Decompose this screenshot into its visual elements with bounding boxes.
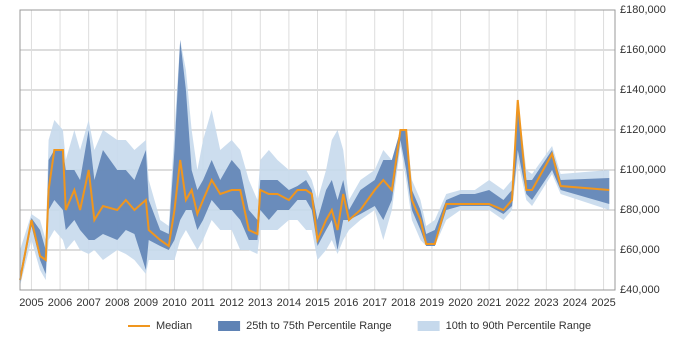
x-tick-label: 2010 xyxy=(162,297,186,309)
x-tick-label: 2025 xyxy=(591,297,615,309)
x-tick-label: 2016 xyxy=(334,297,358,309)
y-tick-label: £40,000 xyxy=(620,284,660,296)
x-tick-label: 2017 xyxy=(362,297,386,309)
x-tick-label: 2018 xyxy=(391,297,415,309)
y-tick-label: £100,000 xyxy=(620,164,666,176)
y-tick-label: £80,000 xyxy=(620,204,660,216)
x-tick-label: 2013 xyxy=(248,297,272,309)
legend-label: 10th to 90th Percentile Range xyxy=(446,320,592,332)
x-tick-label: 2019 xyxy=(420,297,444,309)
x-tick-label: 2006 xyxy=(48,297,72,309)
x-tick-label: 2014 xyxy=(277,297,301,309)
legend-label: Median xyxy=(156,320,192,332)
x-tick-label: 2022 xyxy=(505,297,529,309)
legend-label: 25th to 75th Percentile Range xyxy=(246,320,392,332)
x-tick-label: 2011 xyxy=(191,297,215,309)
x-tick-label: 2007 xyxy=(76,297,100,309)
x-tick-label: 2020 xyxy=(448,297,472,309)
x-tick-label: 2008 xyxy=(105,297,129,309)
x-tick-label: 2021 xyxy=(477,297,501,309)
y-tick-label: £180,000 xyxy=(620,4,666,16)
y-tick-label: £140,000 xyxy=(620,84,666,96)
x-tick-label: 2009 xyxy=(134,297,158,309)
legend-swatch xyxy=(417,321,440,331)
x-tick-label: 2024 xyxy=(563,297,587,309)
x-tick-label: 2015 xyxy=(305,297,329,309)
legend-swatch xyxy=(218,321,241,331)
plot-border xyxy=(19,9,616,291)
median-line xyxy=(19,99,610,281)
x-tick-label: 2005 xyxy=(19,297,43,309)
y-tick-label: £160,000 xyxy=(620,44,666,56)
y-tick-label: £120,000 xyxy=(620,124,666,136)
y-tick-label: £60,000 xyxy=(620,244,660,256)
percentile-band xyxy=(20,40,610,286)
x-tick-label: 2023 xyxy=(534,297,558,309)
x-tick-label: 2012 xyxy=(219,297,243,309)
